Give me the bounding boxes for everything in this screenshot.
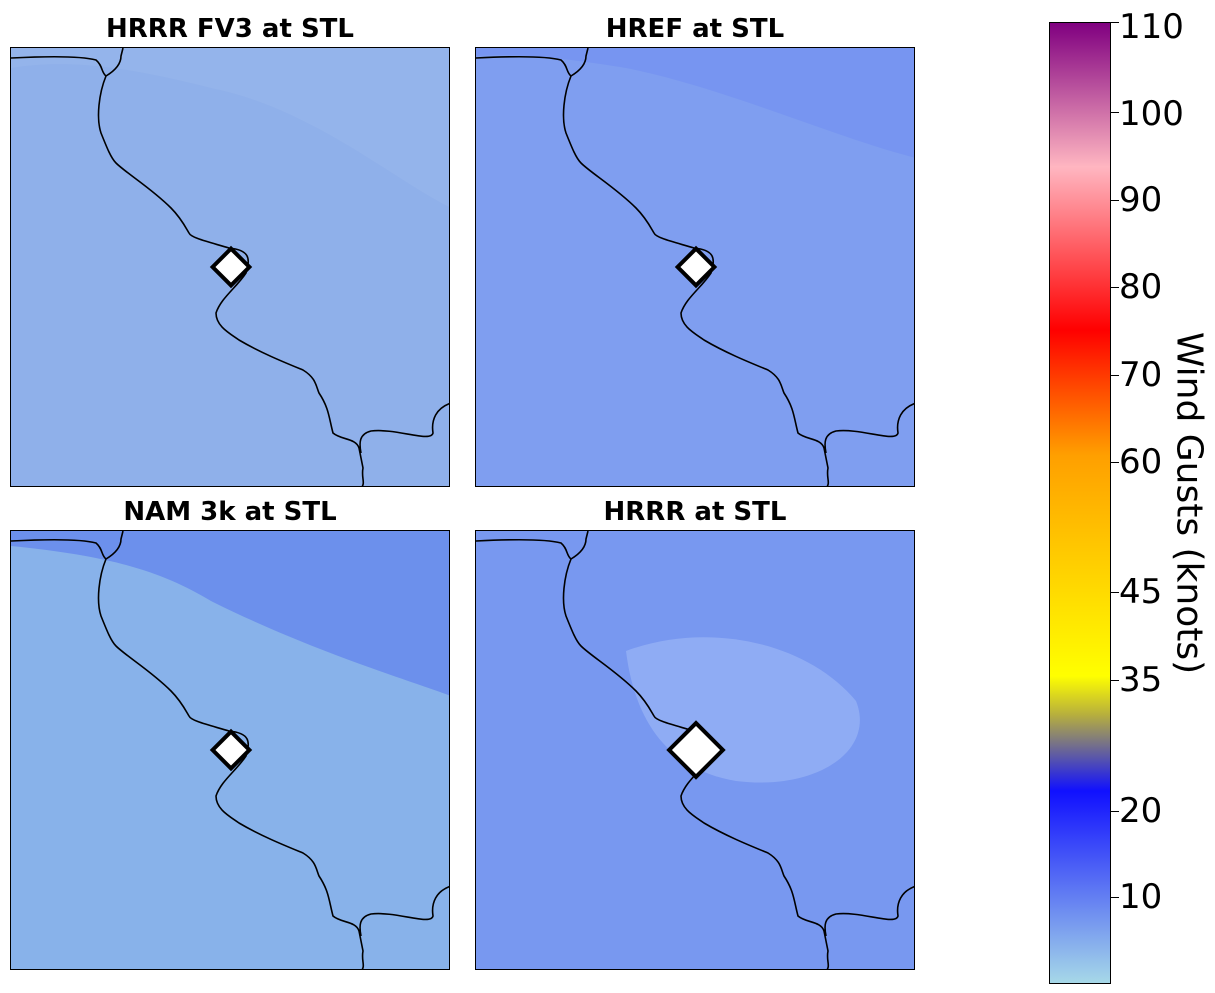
colorbar-tick: [1111, 287, 1119, 288]
station-marker: [674, 245, 718, 289]
map-panel-hrrr-fv3: [10, 47, 450, 487]
river-coastline: [476, 48, 914, 486]
colorbar-tick: [1111, 592, 1119, 593]
colorbar-tick: [1111, 811, 1119, 812]
station-marker: [209, 245, 253, 289]
colorbar-tick: [1111, 112, 1119, 113]
colorbar-tick: [1111, 897, 1119, 898]
colorbar-tick-label: 100: [1119, 94, 1184, 134]
panel-title-href: HREF at STL: [605, 14, 785, 44]
gust-shading: [11, 531, 449, 696]
panel-title-nam-3k: NAM 3k at STL: [123, 497, 337, 527]
map-panel-href: [475, 47, 915, 487]
colorbar-tick-label: 60: [1119, 442, 1163, 482]
colorbar-tick: [1111, 462, 1119, 463]
station-marker: [209, 728, 253, 772]
gust-shading: [11, 48, 449, 207]
colorbar-label: Wind Gusts (knots): [1168, 331, 1210, 675]
colorbar-tick-label: 70: [1119, 355, 1163, 395]
map-panel-nam-3k: [10, 530, 450, 970]
colorbar-tick: [1111, 680, 1119, 681]
colorbar-tick-label: 35: [1119, 660, 1163, 700]
colorbar-tick-label: 110: [1119, 7, 1184, 47]
gust-shading: [476, 48, 914, 158]
colorbar-tick: [1111, 200, 1119, 201]
panel-title-hrrr-fv3: HRRR FV3 at STL: [106, 14, 354, 44]
colorbar-tick-label: 20: [1119, 791, 1163, 831]
map-panel-hrrr: [475, 530, 915, 970]
colorbar-tick: [1111, 22, 1119, 23]
colorbar-tick-label: 45: [1119, 572, 1163, 612]
panel-title-hrrr: HRRR at STL: [603, 497, 787, 527]
colorbar-tick-label: 90: [1119, 180, 1163, 220]
colorbar: [1049, 22, 1111, 984]
station-marker: [666, 720, 726, 780]
river-coastline: [11, 531, 449, 969]
colorbar-tick-label: 80: [1119, 267, 1163, 307]
river-coastline: [11, 48, 449, 486]
colorbar-tick-label: 10: [1119, 877, 1163, 917]
river-coastline: [476, 531, 914, 969]
colorbar-tick: [1111, 375, 1119, 376]
